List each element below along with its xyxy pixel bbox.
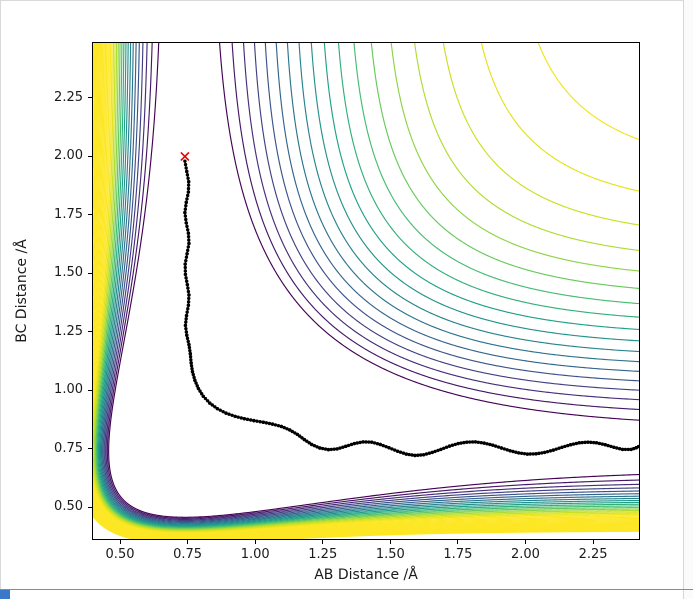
x-tick-mark bbox=[322, 540, 324, 544]
y-tick-label: 1.25 bbox=[54, 323, 83, 339]
y-tick-label: 2.00 bbox=[54, 148, 83, 164]
x-tick-mark bbox=[389, 540, 391, 544]
x-tick-label: 1.00 bbox=[240, 547, 270, 562]
x-tick-mark bbox=[254, 540, 256, 544]
x-tick-label: 1.25 bbox=[308, 547, 338, 562]
window-frame-top-border bbox=[0, 0, 693, 1]
plot-area bbox=[92, 42, 640, 540]
x-tick-label: 2.00 bbox=[510, 547, 540, 562]
scrollbar-gutter[interactable] bbox=[683, 0, 693, 599]
x-tick-label: 1.75 bbox=[443, 547, 473, 562]
x-tick-label: 0.75 bbox=[173, 547, 203, 562]
x-tick-label: 0.50 bbox=[105, 547, 135, 562]
y-tick-label: 2.25 bbox=[54, 89, 83, 105]
y-axis-label: BC Distance /Å bbox=[14, 239, 30, 343]
y-tick-label: 1.75 bbox=[54, 206, 83, 222]
x-tick-mark bbox=[457, 540, 459, 544]
x-tick-mark bbox=[592, 540, 594, 544]
x-axis-label: AB Distance /Å bbox=[314, 567, 418, 583]
y-tick-label: 0.75 bbox=[54, 440, 83, 456]
cell-selection-accent bbox=[0, 590, 10, 599]
x-tick-label: 1.50 bbox=[375, 547, 405, 562]
window-frame-left-border bbox=[0, 0, 1, 599]
x-tick-mark bbox=[524, 540, 526, 544]
y-tick-label: 1.50 bbox=[54, 265, 83, 281]
x-tick-mark bbox=[119, 540, 121, 544]
x-tick-mark bbox=[187, 540, 189, 544]
y-tick-label: 0.50 bbox=[54, 499, 83, 515]
cell-divider-line bbox=[0, 589, 693, 590]
x-tick-label: 2.25 bbox=[578, 547, 608, 562]
contour-plot-canvas bbox=[93, 43, 639, 539]
y-tick-label: 1.00 bbox=[54, 382, 83, 398]
